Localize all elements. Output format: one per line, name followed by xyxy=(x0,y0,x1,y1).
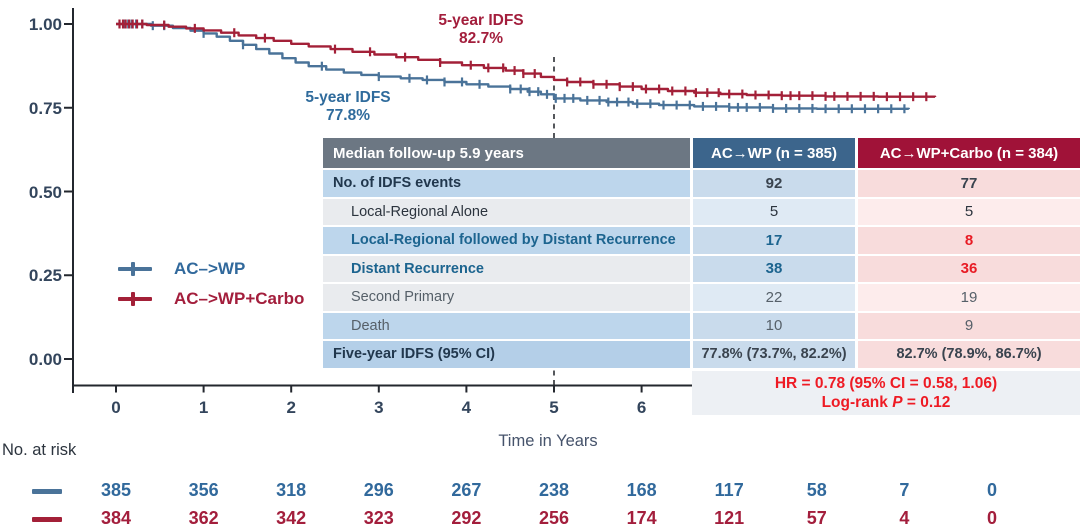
x-tick-label: 4 xyxy=(461,398,472,417)
table-value-carbo: 9 xyxy=(858,312,1080,339)
carbo-line-marker-icon xyxy=(118,292,152,306)
table-value-wp: 5 xyxy=(693,198,855,225)
annotation-carbo-line1: 5-year IDFS xyxy=(438,12,524,29)
risk-count-carbo: 362 xyxy=(188,508,219,528)
risk-count-wp: 356 xyxy=(188,480,219,500)
logrank-text: Log-rank P = 0.12 xyxy=(821,394,951,411)
x-tick-label: 3 xyxy=(374,398,384,417)
p-value-symbol: P xyxy=(892,394,903,411)
x-tick-label: 1 xyxy=(198,398,209,417)
wp-line-marker-icon xyxy=(118,262,152,276)
table-value-wp: 38 xyxy=(693,255,855,282)
risk-count-wp: 296 xyxy=(363,480,394,500)
x-tick-label: 5 xyxy=(549,398,559,417)
table-row-label: Local-Regional Alone xyxy=(323,198,690,225)
y-tick-label: 0.50 xyxy=(28,182,62,202)
table-row-label: Distant Recurrence xyxy=(323,255,690,282)
risk-count-carbo: 0 xyxy=(986,508,998,528)
legend: AC–>WP AC–>WP+Carbo xyxy=(118,254,304,314)
annotation-carbo-value: 82.7% xyxy=(459,30,503,47)
legend-item-wp: AC–>WP xyxy=(118,254,304,284)
x-tick-label: 6 xyxy=(636,398,647,417)
risk-count-wp: 7 xyxy=(899,480,910,500)
risk-count-carbo: 384 xyxy=(100,508,132,528)
y-tick-label: 0.75 xyxy=(28,98,62,118)
y-tick-label: 0.25 xyxy=(28,266,62,286)
table-row-label: Local-Regional followed by Distant Recur… xyxy=(323,227,690,254)
x-tick-label: 0 xyxy=(111,398,121,417)
risk-count-wp: 0 xyxy=(986,480,998,500)
annotation-wp-5yr-idfs: 5-year IDFS 77.8% xyxy=(305,89,390,125)
risk-count-wp: 117 xyxy=(714,480,744,500)
x-axis-title: Time in Years xyxy=(498,432,598,450)
table-header-carbo-arm: AC→WP+Carbo (n = 384) xyxy=(858,138,1080,168)
table-value-carbo: 77 xyxy=(858,170,1080,197)
table-header-wp-arm: AC→WP (n = 385) xyxy=(693,138,855,168)
risk-count-carbo: 57 xyxy=(806,508,827,528)
hazard-ratio-text: HR = 0.78 (95% CI = 0.58, 1.06) xyxy=(774,375,998,392)
table-value-wp: 92 xyxy=(693,170,855,197)
table-row-label: Second Primary xyxy=(323,284,690,311)
table-value-carbo: 5 xyxy=(858,198,1080,225)
risk-swatch-carbo-icon xyxy=(32,517,62,522)
hr-stats-box: HR = 0.78 (95% CI = 0.58, 1.06) Log-rank… xyxy=(692,371,1080,415)
risk-count-carbo: 174 xyxy=(626,508,657,528)
risk-count-carbo: 4 xyxy=(899,508,910,528)
table-value-carbo: 36 xyxy=(858,255,1080,282)
table-row-label: Death xyxy=(323,312,690,339)
risk-count-carbo: 292 xyxy=(451,508,482,528)
risk-count-wp: 385 xyxy=(100,480,132,500)
risk-count-carbo: 323 xyxy=(363,508,394,528)
legend-label-carbo: AC–>WP+Carbo xyxy=(174,289,305,308)
annotation-wp-value: 77.8% xyxy=(326,107,370,124)
table-value-wp: 77.8% (73.7%, 82.2%) xyxy=(693,341,855,368)
outcome-table: Median follow-up 5.9 years AC→WP (n = 38… xyxy=(323,138,1080,368)
table-value-carbo: 82.7% (78.9%, 86.7%) xyxy=(858,341,1080,368)
risk-count-wp: 318 xyxy=(276,480,307,500)
table-row-label: No. of IDFS events xyxy=(323,170,690,197)
table-value-carbo: 8 xyxy=(858,227,1080,254)
risk-swatch-wp-icon xyxy=(32,489,62,494)
risk-count-carbo: 256 xyxy=(538,508,570,528)
no-at-risk-label: No. at risk xyxy=(2,441,77,459)
risk-count-wp: 58 xyxy=(806,480,827,500)
table-value-wp: 17 xyxy=(693,227,855,254)
y-tick-label: 1.00 xyxy=(28,15,62,34)
table-row-label: Five-year IDFS (95% CI) xyxy=(323,341,690,368)
risk-count-wp: 267 xyxy=(451,480,482,500)
risk-count-wp: 238 xyxy=(538,480,570,500)
annotation-wp-line1: 5-year IDFS xyxy=(305,89,391,106)
risk-count-carbo: 121 xyxy=(714,508,745,528)
legend-label-wp: AC–>WP xyxy=(174,259,246,278)
table-value-wp: 22 xyxy=(693,284,855,311)
table-value-wp: 10 xyxy=(693,312,855,339)
risk-count-wp: 168 xyxy=(626,480,657,500)
table-value-carbo: 19 xyxy=(858,284,1080,311)
risk-count-carbo: 342 xyxy=(276,508,307,528)
x-tick-label: 2 xyxy=(286,398,296,417)
annotation-carbo-5yr-idfs: 5-year IDFS 82.7% xyxy=(438,12,523,48)
y-tick-label: 0.00 xyxy=(28,350,62,369)
legend-item-carbo: AC–>WP+Carbo xyxy=(118,284,304,314)
table-header-followup: Median follow-up 5.9 years xyxy=(323,138,690,168)
km-curve-carbo xyxy=(116,22,937,98)
